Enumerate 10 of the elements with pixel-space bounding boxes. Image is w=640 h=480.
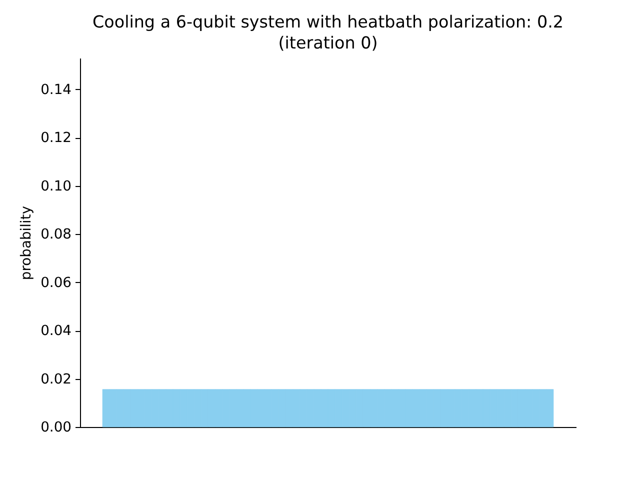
y-tick-label: 0.06 [40,274,72,291]
chart-title: Cooling a 6-qubit system with heatbath polarization: 0.2 (iteration 0) [92,11,564,52]
y-tick-label: 0.12 [40,130,72,146]
y-tick-label: 0.14 [40,82,72,98]
y-tick-label: 0.10 [40,178,72,194]
y-tick-label: 0.02 [40,371,72,388]
y-tick-label: 0.08 [40,226,72,243]
y-tick-label: 0.00 [40,420,72,436]
y-axis-title: probability [18,206,35,280]
y-tick-label: 0.04 [40,323,72,340]
